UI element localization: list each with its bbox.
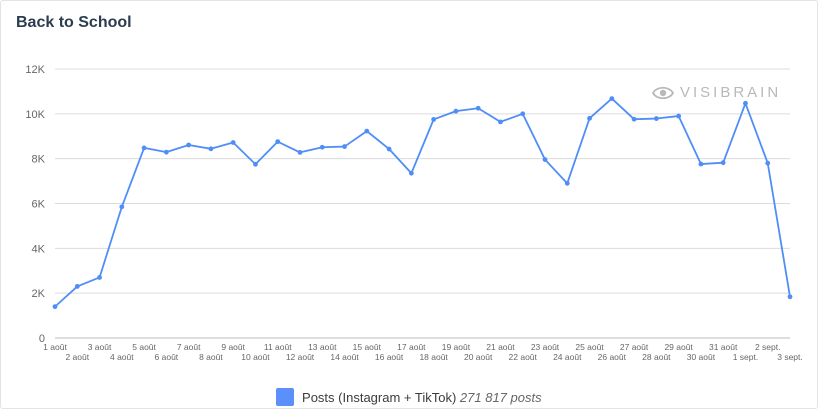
x-tick-label: 27 août	[620, 342, 649, 352]
x-tick-label: 7 août	[177, 342, 201, 352]
y-tick-label: 8K	[32, 154, 46, 166]
x-tick-label: 9 août	[221, 342, 245, 352]
data-point	[653, 116, 659, 121]
data-point	[743, 100, 748, 106]
x-tick-label: 18 août	[419, 352, 448, 362]
x-tick-label: 11 août	[264, 342, 292, 352]
y-tick-label: 10K	[25, 109, 45, 121]
x-tick-label: 31 août	[709, 342, 738, 352]
data-point	[520, 111, 526, 117]
x-tick-label: 25 août	[575, 342, 604, 352]
x-tick-label: 20 août	[464, 352, 493, 362]
data-point	[342, 144, 347, 149]
x-tick-label: 12 août	[286, 352, 315, 362]
x-tick-label: 15 août	[353, 342, 382, 352]
legend-swatch	[276, 388, 295, 406]
x-tick-label: 26 août	[598, 352, 627, 362]
x-tick-label: 29 août	[664, 342, 693, 352]
data-point	[364, 128, 370, 134]
series-line	[54, 97, 791, 308]
x-tick-label: 3 août	[88, 342, 112, 352]
data-point	[186, 142, 192, 148]
x-tick-label: 1 août	[43, 342, 67, 352]
x-tick-label: 16 août	[375, 352, 404, 362]
data-point	[765, 160, 771, 166]
eye-icon	[652, 86, 674, 99]
x-tick-label: 5 août	[132, 342, 156, 352]
data-point	[498, 119, 503, 125]
legend-count: 271 817 posts	[459, 390, 542, 405]
data-point	[386, 146, 392, 152]
chart-title: Back to School	[16, 14, 132, 31]
data-point	[676, 113, 682, 119]
data-point	[587, 115, 592, 121]
x-tick-label: 1 sept.	[733, 352, 759, 362]
y-tick-label: 0	[39, 333, 45, 345]
x-tick-label: 21 août	[486, 342, 515, 352]
data-point	[208, 146, 214, 152]
data-point	[542, 157, 548, 162]
y-tick-label: 12K	[25, 64, 45, 76]
data-point	[275, 139, 281, 145]
x-tick-label: 30 août	[687, 352, 716, 362]
x-tick-label: 4 août	[110, 352, 134, 362]
watermark-text: VISIBRAIN	[680, 84, 782, 101]
x-tick-label: 28 août	[642, 352, 671, 362]
watermark: VISIBRAIN	[652, 84, 781, 101]
data-point	[297, 149, 303, 155]
x-tick-label: 24 août	[553, 352, 582, 362]
x-tick-label: 6 août	[155, 352, 179, 362]
legend-label: Posts (Instagram + TikTok)	[302, 390, 457, 405]
data-point	[431, 117, 437, 122]
x-tick-label: 10 août	[241, 352, 270, 362]
data-point	[787, 294, 793, 300]
data-point	[631, 116, 637, 122]
data-point	[319, 144, 325, 150]
data-point	[74, 284, 80, 289]
x-tick-label: 2 sept.	[755, 342, 781, 352]
data-point	[253, 161, 258, 167]
data-point	[163, 149, 169, 155]
data-point	[609, 96, 615, 101]
y-tick-label: 2K	[32, 288, 46, 300]
data-point	[564, 180, 570, 186]
data-point	[453, 108, 459, 114]
data-point	[230, 140, 236, 145]
x-tick-label: 22 août	[509, 352, 538, 362]
data-point	[141, 145, 147, 151]
data-point	[52, 304, 58, 310]
x-tick-label: 17 août	[397, 342, 426, 352]
data-point	[408, 170, 414, 176]
data-point	[720, 160, 726, 166]
data-point	[97, 275, 102, 280]
data-point	[475, 105, 481, 111]
y-tick-label: 4K	[32, 243, 46, 255]
data-point	[698, 161, 704, 167]
x-tick-label: 13 août	[308, 342, 337, 352]
x-tick-label: 14 août	[330, 352, 359, 362]
x-tick-label: 23 août	[531, 342, 560, 352]
x-tick-label: 3 sept.	[777, 352, 803, 362]
x-tick-label: 2 août	[65, 352, 89, 362]
legend[interactable]: Posts (Instagram + TikTok) 271 817 posts	[0, 388, 818, 406]
y-tick-label: 6K	[32, 199, 46, 211]
x-tick-label: 8 août	[199, 352, 223, 362]
x-tick-label: 19 août	[442, 342, 471, 352]
data-point	[119, 204, 125, 210]
